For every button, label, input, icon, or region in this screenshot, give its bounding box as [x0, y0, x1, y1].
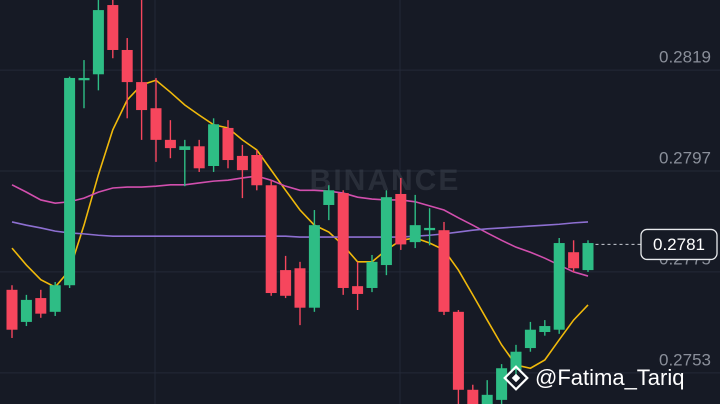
moving-average-line: [11, 221, 589, 238]
candle-body: [280, 270, 292, 296]
candle-body: [121, 49, 133, 83]
y-tick-label: 0.2797: [659, 149, 711, 168]
candle-body: [496, 368, 508, 400]
candle-body: [352, 286, 364, 294]
candle-body: [92, 10, 104, 75]
candle-body: [582, 243, 594, 271]
candle-body: [568, 252, 580, 269]
candles: [6, 0, 594, 404]
candle-body: [251, 154, 263, 186]
candle-body: [20, 299, 32, 322]
candle-body: [323, 190, 335, 205]
candle-body: [208, 124, 220, 167]
candle-body: [308, 225, 320, 308]
candle-body: [107, 5, 119, 50]
candle-body: [395, 193, 407, 245]
candle-body: [49, 285, 61, 312]
candle-body: [64, 77, 76, 286]
candle-body: [136, 82, 148, 111]
moving-averages: [11, 79, 589, 370]
candle-body: [193, 146, 205, 169]
author: @Fatima_Tariq: [535, 365, 685, 390]
moving-average-line: [11, 79, 589, 370]
y-tick-label: 0.2753: [659, 350, 711, 369]
candle-body: [380, 197, 392, 266]
candle-body: [539, 326, 551, 333]
candle-body: [510, 351, 522, 371]
candle-body: [265, 185, 277, 294]
candle-body: [222, 127, 234, 161]
candle-body: [294, 268, 306, 308]
candle-body: [524, 329, 536, 349]
candle-body: [481, 394, 493, 404]
candle-body: [179, 146, 191, 150]
candle-body: [467, 389, 479, 404]
current-price: 0.2781: [595, 228, 718, 261]
current-price-box: [640, 228, 718, 261]
candle-body: [35, 298, 47, 314]
candle-body: [438, 230, 450, 312]
grid: [0, 69, 720, 374]
candle-body: [6, 289, 18, 330]
y-tick-label: 0.2819: [659, 48, 711, 67]
candle-body: [424, 227, 436, 231]
candle-body: [236, 155, 248, 171]
author-badge: @Fatima_Tariq: [503, 365, 685, 391]
moving-average-line: [11, 175, 589, 277]
candle-body: [553, 243, 565, 330]
current-price-label: 0.2781: [653, 235, 705, 254]
candle-body: [337, 193, 349, 288]
candle-body: [164, 139, 176, 149]
candle-body: [78, 77, 90, 81]
candle-body: [150, 108, 162, 140]
candle-body: [452, 311, 464, 390]
candle-body: [409, 225, 421, 243]
candle-body: [366, 261, 378, 288]
